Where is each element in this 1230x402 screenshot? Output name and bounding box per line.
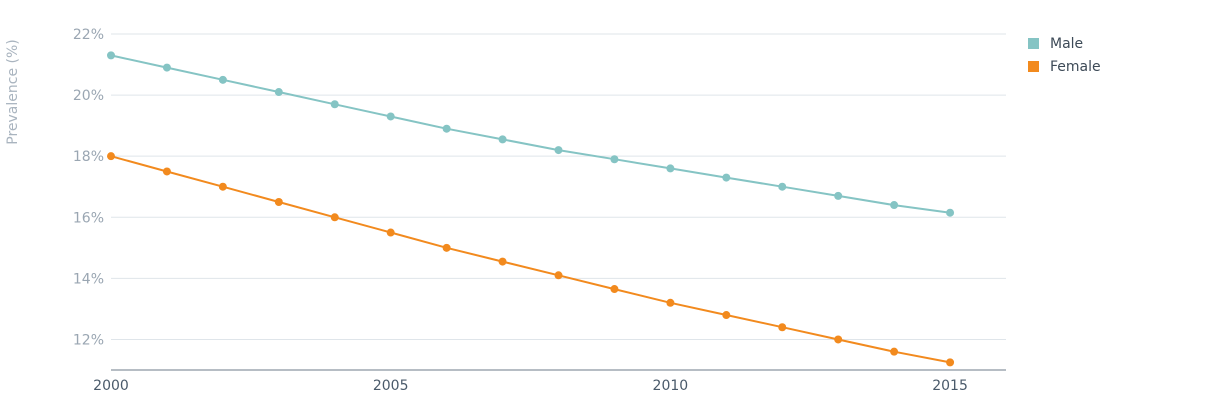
data-point-female[interactable] (834, 335, 843, 344)
series-line-male (110, 54, 951, 214)
data-point-female[interactable] (890, 347, 899, 356)
legend-item-female[interactable]: Female (1028, 55, 1101, 78)
x-tick-label: 2005 (373, 378, 409, 394)
data-point-male[interactable] (946, 208, 955, 217)
x-axis-ticks: 2000 2005 2010 2015 (93, 378, 968, 394)
legend-swatch (1028, 61, 1039, 72)
data-point-male[interactable] (778, 182, 787, 191)
legend-item-male[interactable]: Male (1028, 32, 1101, 55)
data-point-male[interactable] (498, 135, 507, 144)
data-point-male[interactable] (666, 164, 675, 173)
data-point-female[interactable] (218, 182, 227, 191)
data-point-female[interactable] (330, 213, 339, 222)
data-point-female[interactable] (554, 271, 563, 280)
data-point-female[interactable] (274, 198, 283, 206)
legend: Male Female (1028, 32, 1101, 78)
y-axis-ticks: 12% 14% 16% 18% 20% 22% (73, 27, 104, 348)
data-point-male[interactable] (218, 75, 227, 84)
y-tick-label: 20% (73, 88, 104, 104)
y-tick-label: 22% (73, 27, 104, 43)
series-line-female (110, 155, 951, 364)
data-point-male[interactable] (610, 155, 619, 164)
data-point-female[interactable] (946, 358, 955, 367)
legend-swatch (1028, 38, 1039, 49)
data-point-male[interactable] (722, 173, 731, 182)
data-point-male[interactable] (386, 112, 395, 121)
data-point-male[interactable] (834, 191, 843, 200)
y-tick-label: 12% (73, 332, 104, 348)
data-point-female[interactable] (386, 228, 395, 237)
legend-label: Female (1050, 58, 1101, 75)
data-point-female[interactable] (610, 285, 619, 294)
data-point-male[interactable] (554, 146, 563, 155)
x-tick-label: 2015 (932, 378, 968, 394)
data-point-female[interactable] (498, 257, 507, 266)
series-group (107, 51, 955, 367)
y-tick-label: 18% (73, 149, 104, 165)
x-tick-label: 2000 (93, 378, 129, 394)
y-tick-label: 14% (73, 271, 104, 287)
data-point-female[interactable] (107, 152, 115, 161)
data-point-male[interactable] (107, 51, 115, 60)
y-axis-label: Prevalence (%) (5, 39, 21, 145)
data-point-male[interactable] (330, 100, 339, 109)
data-point-female[interactable] (442, 243, 451, 252)
grid-lines (111, 33, 1006, 340)
data-point-male[interactable] (274, 88, 283, 97)
y-tick-label: 16% (73, 210, 104, 226)
data-point-female[interactable] (666, 298, 675, 307)
data-point-female[interactable] (722, 311, 731, 320)
data-point-female[interactable] (162, 167, 171, 176)
legend-label: Male (1050, 35, 1084, 52)
data-point-male[interactable] (890, 201, 899, 210)
x-tick-label: 2010 (653, 378, 689, 394)
data-point-female[interactable] (778, 323, 787, 332)
data-point-male[interactable] (442, 124, 451, 133)
data-point-male[interactable] (162, 63, 171, 72)
